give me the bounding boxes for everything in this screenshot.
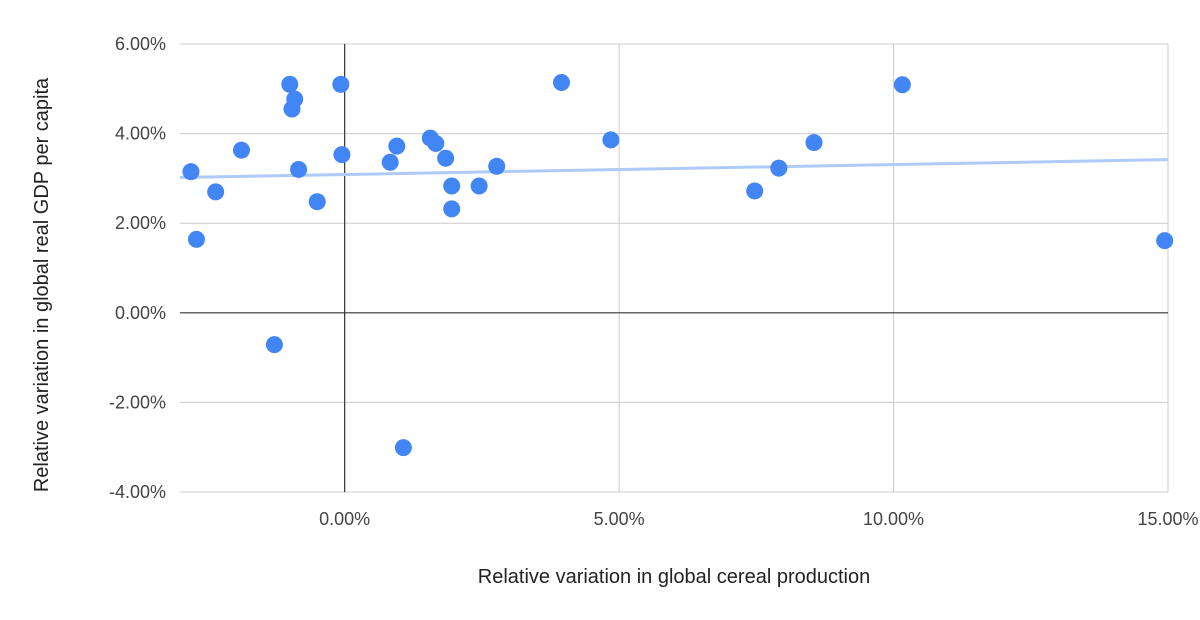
zero-axis-lines [180,44,1168,492]
y-tick-label: 2.00% [115,213,166,233]
y-tick-label: 6.00% [115,34,166,54]
data-point [286,90,304,108]
data-point [552,74,570,92]
y-tick-label: 4.00% [115,124,166,144]
data-point [207,183,225,201]
data-point [332,75,350,93]
data-point [427,134,445,152]
trendline [179,158,1169,180]
y-tick-label: 0.00% [115,303,166,323]
x-tick-label: 5.00% [594,509,645,529]
y-tick-label: -2.00% [109,392,166,412]
data-point [470,177,488,195]
data-point [770,159,788,177]
data-point [265,336,283,354]
data-points [182,74,1174,457]
data-point [1156,232,1174,250]
data-point [232,141,250,159]
y-axis-tick-labels: -4.00% -2.00% 0.00% 2.00% 4.00% 6.00% [109,34,166,502]
data-point [381,153,399,171]
data-point [746,182,764,200]
y-tick-label: -4.00% [109,482,166,502]
x-tick-label: 0.00% [319,509,370,529]
data-point [443,200,461,218]
x-axis-tick-labels: 0.00% 5.00% 10.00% 15.00% [319,509,1198,529]
data-point [443,177,461,195]
data-point [388,137,406,155]
data-point [333,146,351,164]
grid-lines [180,43,1169,493]
data-point [290,160,308,178]
data-point [602,131,620,149]
y-axis-title: Relative variation in global real GDP pe… [31,77,53,492]
x-tick-label: 10.00% [863,509,924,529]
data-point [187,230,205,248]
data-point [893,76,911,94]
data-point [394,439,412,457]
x-tick-label: 15.00% [1137,509,1198,529]
data-point [805,134,823,152]
data-point [308,193,326,211]
data-point [182,163,200,181]
data-point [281,75,299,93]
data-point [437,149,455,167]
x-axis-title: Relative variation in global cereal prod… [478,566,870,588]
data-point [488,157,506,175]
